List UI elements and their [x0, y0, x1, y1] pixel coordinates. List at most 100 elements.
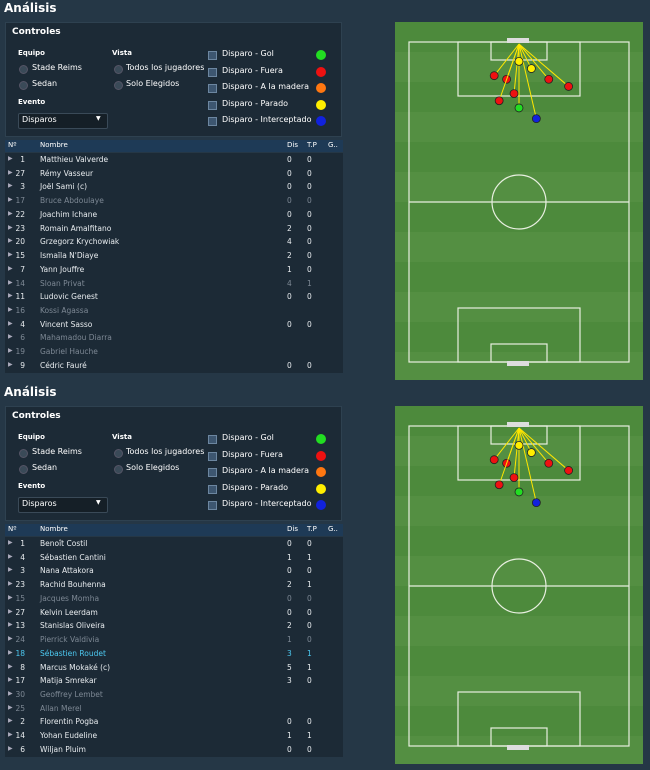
- center-circle: [491, 174, 547, 230]
- team-radio[interactable]: [19, 81, 28, 90]
- player-name[interactable]: Rachid Bouhenna: [40, 580, 106, 590]
- player-name[interactable]: Pierrick Valdivia: [40, 635, 100, 645]
- view-radio[interactable]: [114, 465, 123, 474]
- legend-checkbox[interactable]: [208, 100, 217, 110]
- player-name[interactable]: Yohan Eudeline: [40, 731, 98, 741]
- player-name[interactable]: Bruce Abdoulaye: [40, 196, 104, 206]
- view-option[interactable]: Solo Elegidos: [126, 79, 180, 88]
- row-icon: ▶: [8, 237, 13, 245]
- player-name[interactable]: Matija Smrekar: [40, 676, 97, 686]
- player-name[interactable]: Romain Amalfitano: [40, 223, 112, 233]
- team-radio[interactable]: [19, 449, 28, 458]
- shot-line: [513, 43, 520, 94]
- player-name[interactable]: Joachim Ichane: [40, 209, 98, 219]
- player-number: 11: [15, 292, 25, 302]
- shot-line: [493, 43, 520, 77]
- view-radio[interactable]: [114, 65, 123, 74]
- player-name[interactable]: Matthieu Valverde: [40, 155, 109, 164]
- event-value[interactable]: Disparos: [22, 499, 57, 508]
- event-dropdown[interactable]: [18, 113, 108, 129]
- player-name[interactable]: Sloan Privat: [40, 278, 85, 288]
- shot-marker: [544, 458, 554, 468]
- legend-label: Disparo - Fuera: [222, 65, 283, 75]
- player-number: 19: [15, 347, 25, 357]
- player-name[interactable]: Rémy Vasseur: [40, 168, 94, 178]
- player-name[interactable]: Cédric Fauré: [40, 360, 87, 370]
- on-target-cell: 0: [307, 607, 312, 617]
- team-option[interactable]: Sedan: [32, 463, 58, 472]
- player-name[interactable]: Nana Attakora: [40, 566, 94, 576]
- legend-checkbox[interactable]: [208, 84, 217, 94]
- view-option[interactable]: Todos los jugadores: [126, 63, 205, 72]
- player-name[interactable]: Wiljan Pluim: [40, 744, 86, 754]
- view-label: Vista: [112, 49, 132, 57]
- player-number: 14: [15, 278, 25, 288]
- player-name[interactable]: Yann Jouffre: [40, 264, 85, 274]
- view-option[interactable]: Solo Elegidos: [126, 463, 180, 472]
- player-name[interactable]: Benoît Costil: [40, 539, 88, 548]
- player-number: 23: [15, 580, 25, 590]
- on-target-cell: 0: [307, 196, 312, 206]
- shot-marker: [509, 473, 519, 482]
- legend-checkbox[interactable]: [208, 117, 217, 127]
- player-name[interactable]: Vincent Sasso: [40, 319, 93, 329]
- legend-checkbox[interactable]: [208, 501, 217, 511]
- row-icon: ▶: [8, 333, 13, 341]
- goal-bottom: [507, 361, 529, 366]
- player-name[interactable]: Ludovic Genest: [40, 292, 98, 302]
- shots-cell: 1: [287, 731, 292, 741]
- shot-marker: [526, 64, 536, 73]
- player-number: 2: [20, 717, 25, 727]
- view-radio[interactable]: [114, 81, 123, 90]
- row-icon: ▶: [8, 662, 13, 670]
- legend-checkbox[interactable]: [208, 451, 217, 461]
- legend-checkbox[interactable]: [208, 51, 217, 60]
- event-dropdown[interactable]: [18, 497, 108, 513]
- on-target-cell: 0: [307, 717, 312, 727]
- event-value[interactable]: Disparos: [22, 115, 57, 124]
- team-radio[interactable]: [19, 465, 28, 474]
- shot-marker: [526, 448, 536, 457]
- player-name[interactable]: Kossi Agassa: [40, 306, 89, 316]
- legend-color: [316, 50, 326, 60]
- player-name[interactable]: Florentin Pogba: [40, 717, 99, 727]
- row-icon: ▶: [8, 580, 13, 588]
- view-radio[interactable]: [114, 449, 123, 458]
- team-option[interactable]: Stade Reims: [32, 63, 82, 72]
- pitch: [395, 22, 643, 380]
- player-name[interactable]: Ismaïla N'Diaye: [40, 251, 99, 261]
- row-icon: ▶: [8, 607, 13, 615]
- player-name[interactable]: Sébastien Roudet: [40, 648, 106, 658]
- team-option[interactable]: Stade Reims: [32, 447, 82, 456]
- row-icon: ▶: [8, 703, 13, 711]
- player-name[interactable]: Joël Sami (c): [40, 182, 87, 192]
- player-name[interactable]: Marcus Mokaké (c): [40, 662, 111, 672]
- team-option[interactable]: Sedan: [32, 79, 58, 88]
- on-target-cell: 0: [307, 223, 312, 233]
- player-name[interactable]: Mahamadou Diarra: [40, 333, 112, 343]
- legend-checkbox[interactable]: [208, 435, 217, 444]
- player-name[interactable]: Grzegorz Krychowiak: [40, 237, 120, 247]
- player-name[interactable]: Jacques Momha: [40, 593, 100, 603]
- legend-checkbox[interactable]: [208, 484, 217, 494]
- legend-color: [316, 83, 326, 94]
- player-number: 27: [15, 607, 25, 617]
- shots-cell: 3: [287, 648, 292, 658]
- team-radio[interactable]: [19, 65, 28, 74]
- player-name[interactable]: Stanislas Oliveira: [40, 621, 105, 631]
- on-target-cell: 0: [307, 593, 312, 603]
- legend-checkbox[interactable]: [208, 67, 217, 77]
- panel-title: Análisis: [4, 1, 57, 15]
- player-name[interactable]: Geoffrey Lembet: [40, 690, 103, 700]
- player-name[interactable]: Allan Merel: [40, 703, 82, 713]
- shot-marker: [544, 74, 554, 84]
- row-icon: ▶: [8, 621, 13, 629]
- shots-cell: 5: [287, 662, 292, 672]
- legend-checkbox[interactable]: [208, 468, 217, 478]
- pitch-stripe: [395, 172, 643, 202]
- player-name[interactable]: Sébastien Cantini: [40, 552, 106, 562]
- view-option[interactable]: Todos los jugadores: [126, 447, 205, 456]
- player-name[interactable]: Gabriel Hauche: [40, 347, 98, 357]
- header-cell: Dis: [287, 141, 298, 149]
- player-name[interactable]: Kelvin Leerdam: [40, 607, 98, 617]
